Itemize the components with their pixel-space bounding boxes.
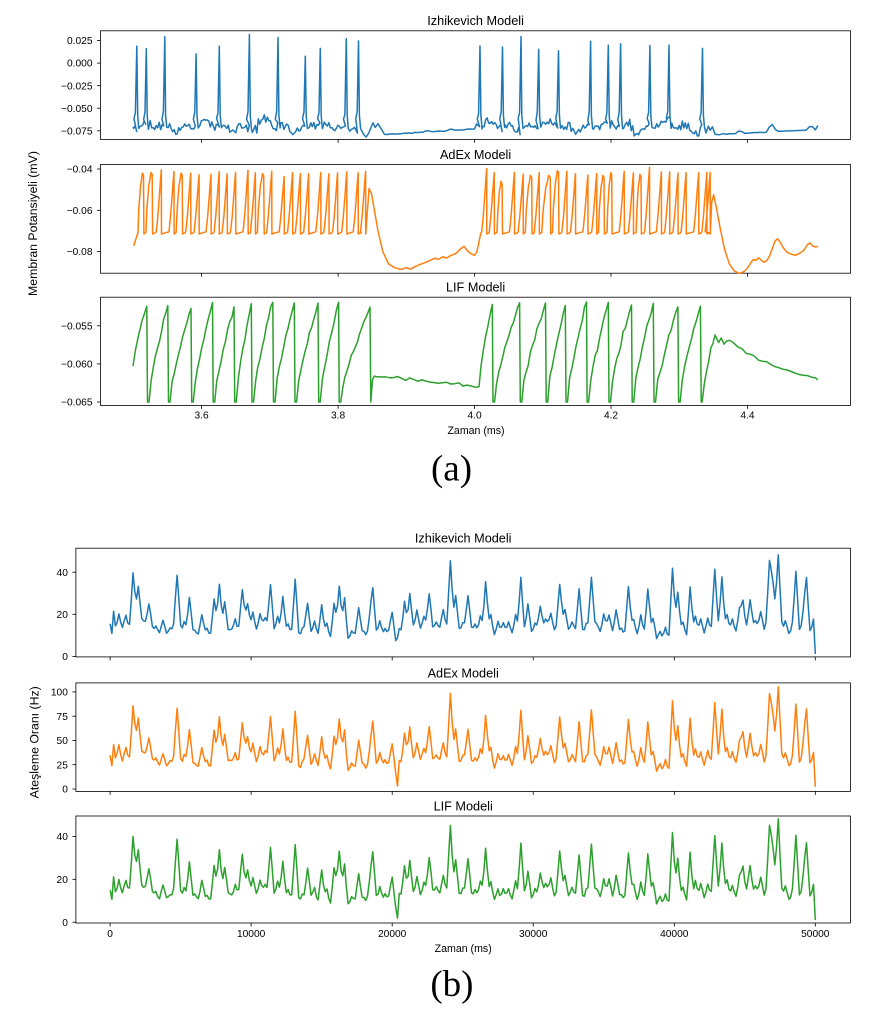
svg-text:−0.075: −0.075 <box>61 126 93 137</box>
svg-text:Zaman (ms): Zaman (ms) <box>435 943 492 955</box>
svg-text:4.0: 4.0 <box>467 410 481 421</box>
svg-text:0: 0 <box>107 929 113 940</box>
svg-text:Izhikevich Modeli: Izhikevich Modeli <box>427 14 524 28</box>
svg-text:−0.025: −0.025 <box>61 81 93 92</box>
svg-text:(a): (a) <box>431 448 472 489</box>
svg-text:Ateşleme Oranı (Hz): Ateşleme Oranı (Hz) <box>28 686 42 798</box>
svg-text:25: 25 <box>57 760 69 771</box>
svg-text:20000: 20000 <box>378 929 407 940</box>
svg-text:−0.060: −0.060 <box>61 360 93 371</box>
svg-text:50000: 50000 <box>801 929 830 940</box>
svg-text:4.4: 4.4 <box>740 410 754 421</box>
svg-text:3.8: 3.8 <box>331 410 345 421</box>
svg-text:40: 40 <box>57 832 69 843</box>
svg-text:75: 75 <box>57 712 69 723</box>
svg-text:0: 0 <box>62 652 68 663</box>
svg-text:0.025: 0.025 <box>67 36 93 47</box>
svg-text:LIF Modeli: LIF Modeli <box>434 800 493 814</box>
svg-text:−0.055: −0.055 <box>61 321 93 332</box>
svg-text:Membran Potansiyeli (mV): Membran Potansiyeli (mV) <box>26 151 40 296</box>
svg-text:0: 0 <box>62 918 68 929</box>
svg-text:AdEx Modeli: AdEx Modeli <box>440 148 511 162</box>
svg-text:−0.04: −0.04 <box>67 165 93 176</box>
svg-text:40: 40 <box>57 568 69 579</box>
svg-text:AdEx Modeli: AdEx Modeli <box>428 666 499 680</box>
svg-text:20: 20 <box>57 875 69 886</box>
svg-text:0: 0 <box>62 785 68 796</box>
svg-text:Zaman (ms): Zaman (ms) <box>447 425 504 437</box>
svg-text:−0.065: −0.065 <box>61 398 93 409</box>
svg-text:(b): (b) <box>430 964 473 1005</box>
svg-text:−0.08: −0.08 <box>67 247 93 258</box>
svg-text:Izhikevich Modeli: Izhikevich Modeli <box>415 532 512 546</box>
svg-text:0.000: 0.000 <box>67 59 93 70</box>
svg-text:50: 50 <box>57 736 69 747</box>
svg-text:−0.050: −0.050 <box>61 104 93 115</box>
svg-text:30000: 30000 <box>519 929 548 940</box>
svg-text:LIF Modeli: LIF Modeli <box>446 281 505 295</box>
svg-text:20: 20 <box>57 610 69 621</box>
svg-text:3.6: 3.6 <box>195 410 209 421</box>
svg-text:−0.06: −0.06 <box>67 206 93 217</box>
svg-text:10000: 10000 <box>237 929 266 940</box>
svg-text:40000: 40000 <box>660 929 689 940</box>
svg-text:4.2: 4.2 <box>604 410 618 421</box>
svg-text:100: 100 <box>51 688 68 699</box>
